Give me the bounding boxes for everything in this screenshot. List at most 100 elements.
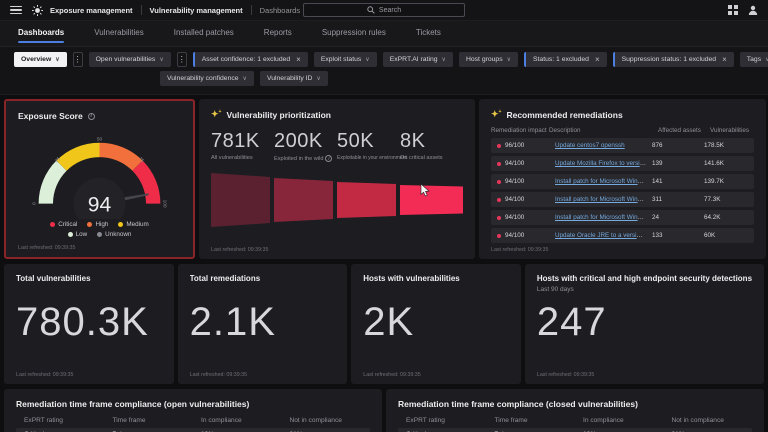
table-row[interactable]: Critical 7 days 19% 81% [16,428,370,432]
filter-chip-exprt-ai-rating[interactable]: ExPRT.AI rating∨ [383,52,453,67]
filter-chip-status[interactable]: Status: 1 excluded× [524,52,607,67]
low-dot-icon [68,232,73,237]
filter-chip-vulnerability-id[interactable]: Vulnerability ID∨ [260,71,328,86]
last-refreshed: Last refreshed: 09:39:35 [537,372,594,378]
legend-high: High [87,221,108,228]
tab-reports[interactable]: Reports [264,28,292,46]
compliance-table-header: ExPRT rating Time frame In compliance No… [398,417,752,424]
filter-chip-asset-confidence[interactable]: Asset confidence: 1 excluded× [193,52,308,67]
close-icon[interactable]: × [722,55,727,64]
gauge-segment-high [100,150,138,166]
ai-sparkle-icon: ✦+ [211,109,221,120]
close-icon[interactable]: × [296,55,301,64]
remediation-row[interactable]: 96/100 Update centos7 openssh 876 178.5K [491,138,754,153]
impact-dot-icon [497,198,501,202]
legend-critical: Critical [50,221,77,228]
tab-tickets[interactable]: Tickets [416,28,441,46]
user-profile-icon[interactable] [748,5,758,15]
funnel-stage-critical-assets: 8K On critical assets [400,130,463,162]
legend-medium: Medium [118,221,148,228]
total-vulnerabilities-card[interactable]: Total vulnerabilities 780.3K Last refres… [4,264,174,384]
remediation-link[interactable]: Update centos7 openssh [555,142,625,149]
view-options-kebab-icon[interactable]: ⋮ [73,52,83,67]
exposure-score-card[interactable]: Exposure Score i 0 25 50 75 100 [4,99,195,259]
ai-sparkle-icon: ✦+ [491,109,501,120]
total-remediations-value: 2.1K [190,302,336,342]
view-selector[interactable]: Overview∨ [14,52,67,67]
filter-chip-tags[interactable]: Tags∨ [740,52,768,67]
prioritization-title: Vulnerability prioritization [226,110,331,120]
remediation-link[interactable]: Update Oracle JRE to a version newer tha… [555,232,652,239]
hosts-with-vulnerabilities-value: 2K [363,302,509,342]
remediation-row[interactable]: 94/100 Update Oracle JRE to a version ne… [491,228,754,243]
gauge-segment-low [46,166,62,204]
apps-grid-icon[interactable] [728,5,738,15]
filter-bar: Overview∨ ⋮ Open vulnerabilities∨ ⋮ Asse… [0,47,768,95]
remediation-row[interactable]: 94/100 Update Mozilla Firefox to version… [491,156,754,171]
remediation-link[interactable]: Install patch for Microsoft Windows Serv… [555,214,652,221]
recommended-remediations-card[interactable]: ✦+ Recommended remediations Remediation … [479,99,766,259]
funnel-segment-2[interactable] [274,178,333,222]
remediation-row[interactable]: 94/100 Install patch for Microsoft Windo… [491,210,754,225]
hosts-with-vulnerabilities-card[interactable]: Hosts with vulnerabilities 2K Last refre… [351,264,521,384]
breadcrumb[interactable]: Dashboards [260,6,300,15]
legend-unknown: Unknown [97,231,131,238]
tab-suppression-rules[interactable]: Suppression rules [322,28,386,46]
remediations-title: Recommended remediations [506,110,622,120]
last-refreshed: Last refreshed: 09:39:35 [211,247,268,253]
global-search-input[interactable]: Search [303,3,465,17]
exposure-score-value: 94 [88,193,112,216]
filter-chip-host-groups[interactable]: Host groups∨ [459,52,518,67]
total-remediations-card[interactable]: Total remediations 2.1K Last refreshed: … [178,264,348,384]
tab-installed-patches[interactable]: Installed patches [174,28,234,46]
remediations-table: Remediation impact Description Affected … [491,127,754,243]
remediation-link[interactable]: Update Mozilla Firefox to version 142 or… [555,160,652,167]
remediation-link[interactable]: Install patch for Microsoft Windows 10 1… [555,178,652,185]
compliance-closed-card[interactable]: Remediation time frame compliance (close… [386,389,764,432]
funnel-segment-4[interactable] [400,185,463,215]
table-row[interactable]: Critical 7 days 19% 81% [398,428,752,432]
top-bar: Exposure management Vulnerability manage… [0,0,768,21]
vulnerability-prioritization-card[interactable]: ✦+ Vulnerability prioritization 781K All… [199,99,475,259]
tab-vulnerabilities[interactable]: Vulnerabilities [94,28,144,46]
exposure-score-gauge: 0 25 50 75 100 94 [18,123,181,219]
filter-chip-exploit-status[interactable]: Exploit status∨ [314,52,377,67]
chevron-down-icon: ∨ [365,56,369,63]
search-placeholder: Search [379,7,401,14]
close-icon[interactable]: × [595,55,600,64]
funnel-segment-1[interactable] [211,173,270,227]
last-refreshed: Last refreshed: 09:39:35 [18,245,75,251]
brightness-icon[interactable] [32,5,43,16]
remediation-row[interactable]: 94/100 Install patch for Microsoft Windo… [491,174,754,189]
product-vulnerability-management[interactable]: Vulnerability management [150,6,243,15]
remediations-table-header: Remediation impact Description Affected … [491,127,754,134]
compliance-open-table: ExPRT rating Time frame In compliance No… [16,417,370,432]
gauge-segment-medium [62,150,100,166]
last-refreshed: Last refreshed: 09:39:35 [363,372,420,378]
module-tab-bar: Dashboards Vulnerabilities Installed pat… [0,21,768,47]
impact-dot-icon [497,162,501,166]
scope-options-kebab-icon[interactable]: ⋮ [177,52,187,67]
info-icon[interactable]: i [325,155,332,162]
info-icon[interactable]: i [88,113,95,120]
filter-chip-vulnerability-confidence[interactable]: Vulnerability confidence∨ [160,71,254,86]
funnel-stage-exploitable: 50K Exploitable in your environment [337,130,400,162]
product-exposure-management[interactable]: Exposure management [50,6,133,15]
hamburger-menu-icon[interactable] [10,6,22,15]
remediation-row[interactable]: 94/100 Install patch for Microsoft Windo… [491,192,754,207]
hosts-critical-detections-value: 247 [537,302,752,342]
scope-selector[interactable]: Open vulnerabilities∨ [89,52,171,67]
chevron-down-icon: ∨ [442,56,446,63]
remediation-link[interactable]: Install patch for Microsoft Windows Serv… [555,196,652,203]
compliance-closed-table: ExPRT rating Time frame In compliance No… [398,417,752,432]
filter-chip-suppression-status[interactable]: Suppression status: 1 excluded× [613,52,734,67]
search-icon [367,6,375,14]
hosts-critical-detections-card[interactable]: Hosts with critical and high endpoint se… [525,264,764,384]
high-dot-icon [87,222,92,227]
funnel-segment-3[interactable] [337,182,396,218]
last-refreshed: Last refreshed: 09:39:35 [16,372,73,378]
compliance-open-card[interactable]: Remediation time frame compliance (open … [4,389,382,432]
chevron-down-icon: ∨ [243,75,247,82]
gauge-tick: 50 [97,136,103,142]
tab-dashboards[interactable]: Dashboards [18,28,64,46]
